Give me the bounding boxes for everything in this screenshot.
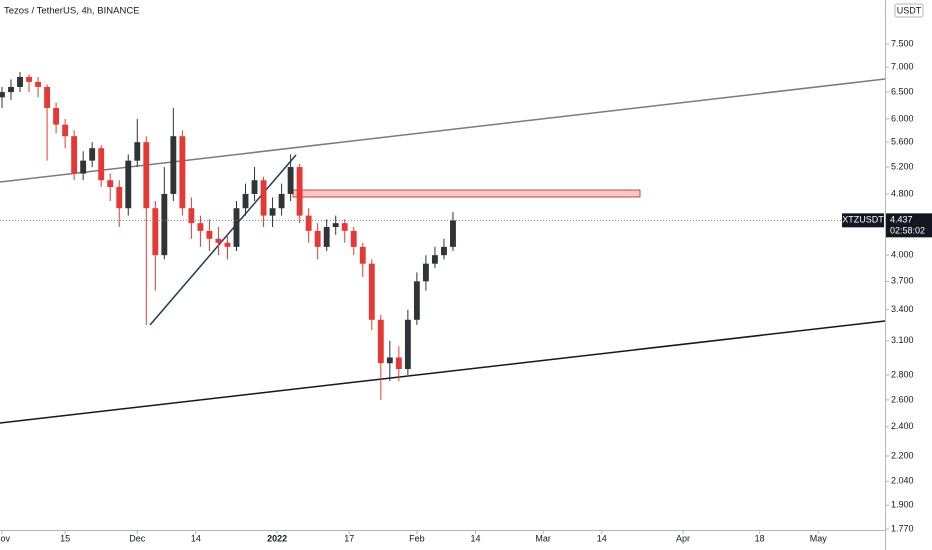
countdown-label: 02:58:02 (890, 226, 925, 236)
x-tick-label: Apr (676, 533, 690, 543)
y-tick-label: 5.200 (891, 161, 914, 171)
x-tick-label: 18 (755, 533, 765, 543)
x-tick-label: Mar (535, 533, 551, 543)
x-tick-label: 14 (471, 533, 481, 543)
candle-body (224, 242, 231, 247)
symbol-label: XTZUSDT (842, 215, 884, 225)
candle-body (188, 208, 195, 224)
candle-body (305, 215, 312, 231)
y-tick-label: 2.800 (891, 369, 914, 379)
x-tick-label: Feb (409, 533, 425, 543)
candle-body (323, 226, 330, 247)
candle-body (395, 357, 402, 370)
candle-body (170, 136, 177, 194)
y-tick-label: 7.500 (891, 38, 914, 48)
y-tick-label: 5.600 (891, 137, 914, 147)
candle-body (386, 357, 393, 364)
candle-body (215, 238, 222, 243)
y-tick-label: 4.000 (891, 250, 914, 260)
candle-body (350, 230, 357, 247)
candle-body (53, 107, 60, 125)
candle-body (197, 223, 204, 231)
y-tick-label: 1.900 (891, 500, 914, 510)
y-tick-label: 3.100 (891, 335, 914, 345)
candle-body (107, 180, 114, 188)
candle-body (233, 208, 240, 247)
candle-body (269, 208, 276, 216)
x-tick-label: 14 (191, 533, 201, 543)
currency-label: USDT (897, 5, 922, 15)
candles (0, 72, 456, 400)
candle-body (206, 230, 213, 239)
y-tick-label: 4.800 (891, 188, 914, 198)
trend-line-blue (149, 154, 297, 326)
y-tick-label: 6.000 (891, 113, 914, 123)
candle-body (296, 167, 303, 216)
candle-body (431, 255, 438, 264)
trend-line-lower (0, 320, 886, 424)
candle-body (44, 86, 51, 108)
candle-body (314, 230, 321, 247)
candle-body (287, 167, 294, 194)
candle-body (251, 180, 258, 194)
y-tick-label: 2.040 (891, 476, 914, 486)
y-tick-label: 7.000 (891, 62, 914, 72)
chart-title: Tezos / TetherUS, 4h, BINANCE (4, 6, 140, 17)
x-tick-label: Dec (129, 533, 146, 543)
candle-body (441, 246, 447, 256)
candle-body (450, 220, 456, 247)
candle-body (116, 187, 123, 209)
candle-body (341, 223, 348, 231)
y-tick-label: 6.500 (891, 86, 914, 96)
candle-body (413, 281, 420, 320)
candle-body (359, 246, 366, 264)
candle-body (17, 76, 23, 87)
x-tick-label: 14 (597, 533, 607, 543)
candle-body (152, 208, 159, 256)
candle-body (98, 148, 105, 181)
y-tick-label: 3.700 (891, 276, 914, 286)
x-tick-label: 17 (344, 533, 354, 543)
candle-body (404, 319, 411, 370)
y-tick-label: 2.200 (891, 450, 914, 460)
candle-body (8, 86, 14, 93)
candle-body (0, 92, 5, 98)
candle-body (422, 263, 429, 282)
candle-body (134, 142, 141, 161)
candle-body (242, 193, 249, 209)
zone-rectangle (292, 189, 641, 198)
candle-body (179, 136, 186, 209)
candle-body (278, 193, 285, 209)
candle-body (260, 180, 267, 216)
y-tick-label: 3.400 (891, 304, 914, 314)
candle-body (35, 81, 41, 87)
symbol-box (842, 213, 884, 228)
candle-body (71, 136, 78, 174)
candle-body (125, 160, 132, 209)
candle-body (26, 76, 32, 82)
candle-body (89, 148, 96, 161)
x-tick-label: 15 (60, 533, 70, 543)
currency-box (894, 3, 924, 18)
candle-body (80, 160, 87, 174)
x-tick-label: 2022 (267, 533, 287, 543)
candle-body (332, 223, 339, 227)
x-tick-label: Nov (0, 533, 10, 543)
y-tick-label: 2.600 (891, 394, 914, 404)
y-tick-label: 2.400 (891, 421, 914, 431)
candle-body (161, 193, 168, 256)
last-price-label: 4.437 (890, 215, 913, 225)
candle-body (377, 319, 384, 364)
candle-body (368, 263, 375, 320)
candle-body (143, 142, 150, 209)
y-tick-label: 1.770 (891, 523, 914, 533)
last-price-labels: XTZUSDT 4.437 02:58:02 (842, 213, 932, 238)
price-box (886, 213, 932, 238)
candle-body (62, 124, 69, 137)
x-tick-label: May (810, 533, 828, 543)
